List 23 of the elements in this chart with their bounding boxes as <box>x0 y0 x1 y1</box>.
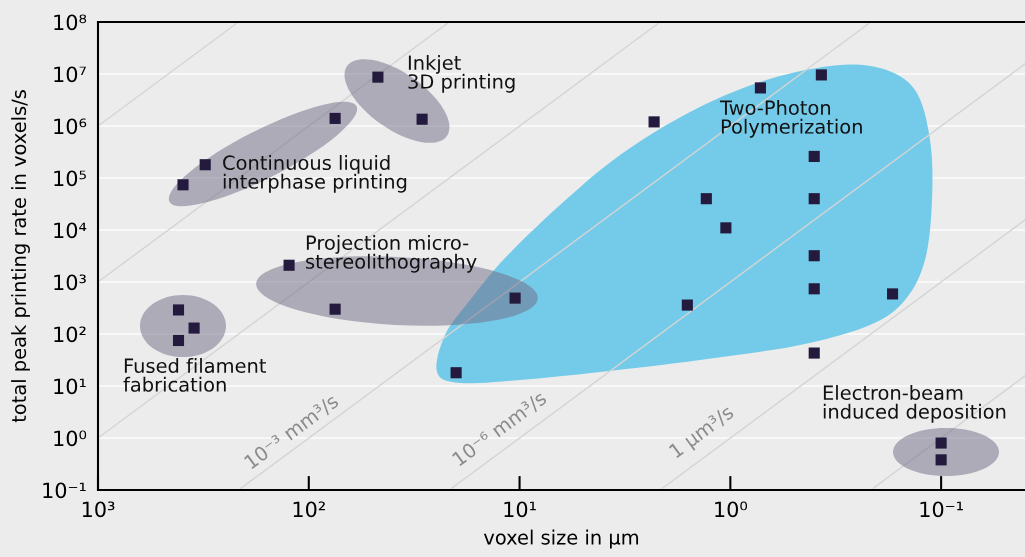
annotation: Projection micro- stereolithography <box>306 235 477 273</box>
x-tick-label: 10³ <box>82 501 115 518</box>
y-axis-title: total peak printing rate in voxels/s <box>11 90 30 423</box>
y-tick-label: 10² <box>54 326 86 343</box>
y-tick-label: 10⁵ <box>54 170 86 187</box>
x-tick-label: 10⁻¹ <box>920 501 963 518</box>
annotation: Inkjet 3D printing <box>408 55 515 93</box>
y-tick-label: 10⁶ <box>54 118 87 135</box>
x-axis-title: voxel size in μm <box>483 529 639 549</box>
annotation: Electron-beam induced deposition <box>823 385 1006 423</box>
x-tick-label: 10⁰ <box>715 501 748 518</box>
x-tick-label: 10¹ <box>504 501 536 518</box>
annotation: Fused filament fabrication <box>123 358 267 392</box>
y-tick-label: 10⁴ <box>54 222 87 239</box>
y-tick-label: 10³ <box>54 274 86 291</box>
y-tick-label: 10⁸ <box>54 14 87 31</box>
annotation: Two-Photon Polymerization <box>719 100 862 138</box>
y-tick-label: 10¹ <box>54 378 86 395</box>
y-tick-label: 10⁰ <box>54 430 87 447</box>
x-tick-label: 10² <box>293 501 325 518</box>
annotation: Continuous liquid interphase printing <box>223 155 407 193</box>
y-tick-label: 10⁻¹ <box>43 482 86 499</box>
y-tick-label: 10⁷ <box>54 66 86 83</box>
